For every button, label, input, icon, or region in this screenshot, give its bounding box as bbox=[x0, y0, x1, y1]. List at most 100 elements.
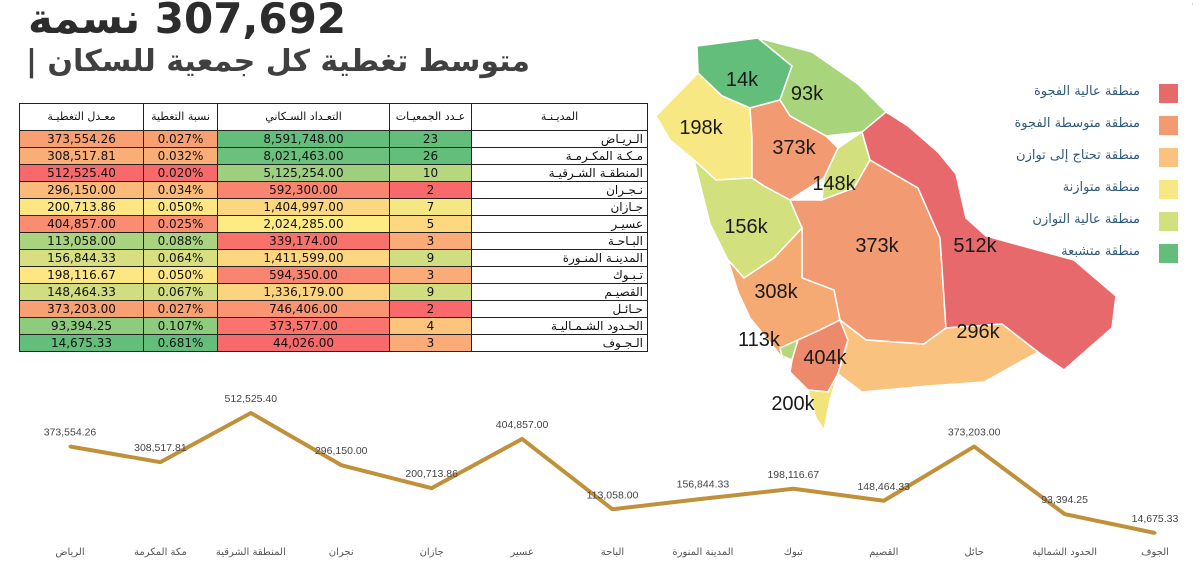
cell-count: 2 bbox=[389, 300, 472, 318]
headline-value: 307,692 bbox=[154, 0, 347, 43]
data-point bbox=[972, 445, 976, 449]
data-label: 198,116.67 bbox=[767, 469, 819, 481]
legend-label: منطقة تحتاج إلى توازن bbox=[1016, 148, 1140, 163]
x-tick-label: تبوك bbox=[784, 547, 803, 558]
legend-swatch bbox=[1159, 84, 1178, 103]
cell-population: 2,024,285.00 bbox=[217, 215, 390, 233]
cell-coverage-rate: 113,058.00 bbox=[19, 232, 144, 250]
cell-coverage-rate: 200,713.86 bbox=[19, 198, 144, 216]
cell-population: 594,350.00 bbox=[217, 266, 390, 284]
legend-item: منطقة عالية التوازن bbox=[1032, 206, 1180, 238]
cell-population: 592,300.00 bbox=[217, 181, 390, 199]
legend-label: منطقة عالية التوازن bbox=[1032, 212, 1140, 227]
cell-count: 5 bbox=[389, 215, 472, 233]
cell-coverage-pct: 0.032% bbox=[143, 147, 218, 165]
cell-count: 2 bbox=[389, 181, 472, 199]
data-point bbox=[611, 507, 614, 511]
table-row: 93,394.25 0.107% 373,577.00 4 الحـدود الشـمـ… bbox=[19, 317, 648, 335]
cell-population: 1,411,599.00 bbox=[217, 249, 390, 267]
header-count: عـدد الجمعيـات bbox=[389, 103, 472, 131]
data-label: 93,394.25 bbox=[1041, 494, 1088, 506]
table-row: 373,554.26 0.027% 8,591,748.00 23 الـريـاض bbox=[19, 130, 648, 148]
data-label: 512,525.40 bbox=[225, 393, 278, 405]
cell-count: 9 bbox=[389, 283, 472, 301]
cell-coverage-rate: 198,116.67 bbox=[19, 266, 144, 284]
table-header-row: معـدل التغطيـة نسبة التغطية التعـداد الس… bbox=[19, 103, 648, 131]
map-region bbox=[757, 37, 888, 137]
table-row: 200,713.86 0.050% 1,404,997.00 7 جـازان bbox=[19, 198, 648, 216]
map-region-label: 93k bbox=[791, 83, 824, 105]
map-region-label: 113k bbox=[738, 329, 781, 351]
cell-coverage-rate: 156,844.33 bbox=[19, 249, 144, 267]
headline-unit: نسمة bbox=[28, 0, 141, 43]
map-region-label: 373k bbox=[855, 235, 899, 257]
cell-population: 8,591,748.00 bbox=[217, 130, 390, 148]
data-point bbox=[520, 437, 524, 441]
cell-coverage-rate: 148,464.33 bbox=[19, 283, 144, 301]
data-point bbox=[1153, 531, 1157, 535]
data-label: 200,713.86 bbox=[405, 468, 458, 480]
data-point bbox=[158, 460, 162, 464]
coverage-line-chart: 373,554.26 الرياض 308,517.81 مكة المكرمة 512… bbox=[44, 393, 1179, 558]
cell-count: 3 bbox=[389, 232, 472, 250]
legend-item: منطقة تحتاج إلى توازن bbox=[1016, 142, 1180, 174]
cell-city: عسيـر bbox=[471, 215, 648, 233]
saudi-regions-map: 14k 93k 198k 373k 148k 156k 373k 512k 308k 113k 40… bbox=[655, 37, 1117, 432]
data-label: 373,203.00 bbox=[948, 427, 1001, 439]
map-region-label: 148k bbox=[812, 173, 856, 195]
legend-swatch bbox=[1159, 148, 1178, 167]
cell-city: القصيـم bbox=[471, 283, 648, 301]
corner-mark: · bbox=[1191, 0, 1194, 10]
legend-label: منطقة متوسطة الفجوة bbox=[1014, 116, 1140, 131]
cell-coverage-pct: 0.088% bbox=[143, 232, 218, 250]
header-coverage-rate: معـدل التغطيـة bbox=[19, 103, 144, 131]
cell-coverage-pct: 0.067% bbox=[143, 283, 218, 301]
cell-count: 4 bbox=[389, 317, 472, 335]
table-row: 296,150.00 0.034% 592,300.00 2 نـجـران bbox=[19, 181, 648, 199]
data-point bbox=[249, 411, 253, 415]
x-tick-label: الرياض bbox=[55, 547, 84, 558]
data-label: 14,675.33 bbox=[1132, 513, 1179, 525]
x-tick-label: الحدود الشمالية bbox=[1032, 547, 1097, 558]
map-region bbox=[861, 111, 1117, 371]
cell-coverage-pct: 0.050% bbox=[143, 266, 218, 284]
data-point bbox=[701, 497, 705, 501]
legend-item: منطقة متشبعة bbox=[1040, 238, 1180, 270]
cell-count: 23 bbox=[389, 130, 472, 148]
map-region-label: 308k bbox=[754, 281, 798, 303]
data-label: 308,517.81 bbox=[134, 442, 187, 454]
cell-city: تـبـوك bbox=[471, 266, 648, 284]
cell-coverage-rate: 373,203.00 bbox=[19, 300, 144, 318]
cell-coverage-pct: 0.034% bbox=[143, 181, 218, 199]
cell-population: 8,021,463.00 bbox=[217, 147, 390, 165]
data-label: 404,857.00 bbox=[496, 419, 549, 431]
map-region-label: 156k bbox=[724, 216, 768, 238]
header-city: المديـنـة bbox=[471, 103, 648, 131]
cell-count: 3 bbox=[389, 334, 472, 352]
legend-swatch bbox=[1159, 116, 1178, 135]
legend-item: منطقة عالية الفجوة bbox=[1034, 78, 1180, 110]
cell-city: جـازان bbox=[471, 198, 648, 216]
table-row: 404,857.00 0.025% 2,024,285.00 5 عسيـر bbox=[19, 215, 648, 233]
cell-coverage-pct: 0.050% bbox=[143, 198, 218, 216]
table-row: 113,058.00 0.088% 339,174.00 3 البـاحـة bbox=[19, 232, 648, 250]
data-label: 156,844.33 bbox=[677, 479, 730, 491]
cell-city: المدينـة المنـورة bbox=[471, 249, 648, 267]
map-region-label: 373k bbox=[772, 137, 816, 159]
cell-coverage-rate: 512,525.40 bbox=[19, 164, 144, 182]
table-row: 148,464.33 0.067% 1,336,179.00 9 القصيـم bbox=[19, 283, 648, 301]
map-region-label: 296k bbox=[956, 321, 1000, 343]
cell-population: 746,406.00 bbox=[217, 300, 390, 318]
data-label: 373,554.26 bbox=[44, 426, 97, 438]
data-label: 113,058.00 bbox=[587, 489, 639, 501]
table-row: 512,525.40 0.020% 5,125,254.00 10 المنطقـة ا… bbox=[19, 164, 648, 182]
cell-coverage-rate: 404,857.00 bbox=[19, 215, 144, 233]
table-row: 198,116.67 0.050% 594,350.00 3 تـبـوك bbox=[19, 266, 648, 284]
data-point bbox=[882, 499, 886, 503]
cell-count: 7 bbox=[389, 198, 472, 216]
table-row: 14,675.33 0.681% 44,026.00 3 الـجـوف bbox=[19, 334, 648, 352]
x-tick-label: المنطقة الشرقية bbox=[216, 547, 286, 558]
cell-count: 9 bbox=[389, 249, 472, 267]
header-coverage-pct: نسبة التغطية bbox=[143, 103, 218, 131]
map-region-label: 14k bbox=[726, 69, 759, 91]
